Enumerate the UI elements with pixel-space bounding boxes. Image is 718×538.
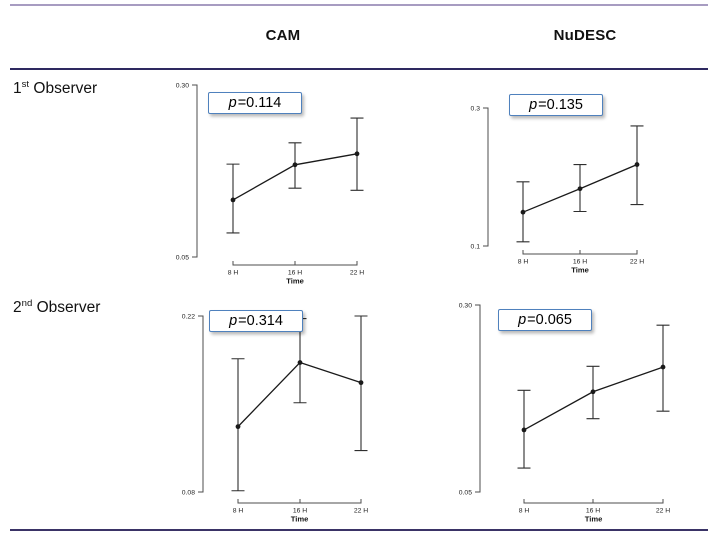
x-tick-label: 22 H xyxy=(630,259,644,266)
data-point xyxy=(660,364,666,370)
row-label-ordinal: 2 xyxy=(13,299,22,316)
x-axis-title: Time xyxy=(585,515,603,524)
x-tick-label: 8 H xyxy=(518,259,529,266)
data-point xyxy=(577,186,583,192)
chart-nudesc-observer2: 0.30 0.05 8 H 16 H 22 H Time xyxy=(459,302,671,523)
p-value-box-nudesc-observer2: p=0.065 xyxy=(498,309,592,331)
p-value-text: =0.065 xyxy=(527,312,572,328)
p-value-box-cam-observer2: p=0.314 xyxy=(209,310,303,332)
x-tick-label: 16 H xyxy=(573,259,587,266)
column-header-nudesc: NuDESC xyxy=(553,27,617,44)
p-symbol: p xyxy=(529,97,538,113)
x-tick-label: 16 H xyxy=(586,508,600,515)
y-axis xyxy=(192,84,198,258)
data-point xyxy=(235,424,241,430)
y-tick-label: 0.05 xyxy=(176,254,189,261)
column-header-cam: CAM xyxy=(265,27,301,44)
p-value-box-cam-observer1: p=0.114 xyxy=(208,92,302,114)
data-point xyxy=(358,380,364,386)
p-symbol: p xyxy=(518,312,527,328)
x-tick-label: 8 H xyxy=(519,508,530,515)
data-point xyxy=(354,151,360,157)
data-point xyxy=(297,360,303,365)
p-symbol: p xyxy=(228,95,237,111)
row-label-ordinal-suffix: st xyxy=(21,78,30,90)
chart-nudesc-observer1: 0.3 0.1 8 H 16 H 22 H Time xyxy=(471,105,645,274)
x-tick-label: 22 H xyxy=(656,508,670,515)
row-label-ordinal: 1 xyxy=(13,80,22,97)
data-point xyxy=(521,427,527,433)
y-tick-label: 0.22 xyxy=(182,313,195,320)
p-value-text: =0.135 xyxy=(538,97,583,113)
p-value-box-nudesc-observer1: p=0.135 xyxy=(509,94,603,116)
data-point xyxy=(634,162,640,167)
p-symbol: p xyxy=(229,313,238,329)
row-label-ordinal-suffix: nd xyxy=(21,297,33,309)
row-label-word: Observer xyxy=(33,80,98,97)
y-tick-label: 0.3 xyxy=(471,105,481,112)
p-value-text: =0.314 xyxy=(238,313,283,329)
row-label-observer-2: 2nd Observer xyxy=(13,299,100,317)
top-border-line xyxy=(10,4,708,6)
p-value-text: =0.114 xyxy=(237,95,282,111)
bottom-border-line xyxy=(10,529,708,531)
chart-cam-observer1: 0.30 0.05 8 H 16 H 22 H Time xyxy=(176,82,365,285)
chart-cam-observer2: 0.22 0.08 8 H 16 H 22 H Time xyxy=(182,313,369,523)
data-point xyxy=(520,209,526,215)
x-axis xyxy=(237,499,362,504)
data-point xyxy=(590,389,596,395)
y-tick-label: 0.05 xyxy=(459,489,472,496)
row-label-observer-1: 1st Observer xyxy=(13,80,97,98)
y-tick-label: 0.30 xyxy=(459,302,472,309)
y-tick-label: 0.30 xyxy=(176,82,189,89)
data-point xyxy=(292,162,298,168)
x-axis-title: Time xyxy=(571,266,589,275)
x-tick-label: 8 H xyxy=(233,508,244,515)
x-tick-label: 22 H xyxy=(350,270,364,277)
x-axis xyxy=(523,499,664,504)
header-divider-line xyxy=(10,68,708,70)
x-tick-label: 8 H xyxy=(228,270,239,277)
y-tick-label: 0.08 xyxy=(182,489,195,496)
y-tick-label: 0.1 xyxy=(471,243,481,250)
x-axis xyxy=(522,250,638,255)
x-tick-label: 16 H xyxy=(293,508,307,515)
y-axis xyxy=(475,304,481,493)
y-axis xyxy=(198,315,204,493)
x-tick-label: 16 H xyxy=(288,270,302,277)
x-axis-title: Time xyxy=(291,515,309,524)
data-point xyxy=(230,197,236,203)
x-axis xyxy=(232,261,358,266)
x-tick-label: 22 H xyxy=(354,508,368,515)
y-axis xyxy=(483,107,489,247)
row-label-word: Observer xyxy=(36,299,101,316)
x-axis-title: Time xyxy=(286,277,304,286)
